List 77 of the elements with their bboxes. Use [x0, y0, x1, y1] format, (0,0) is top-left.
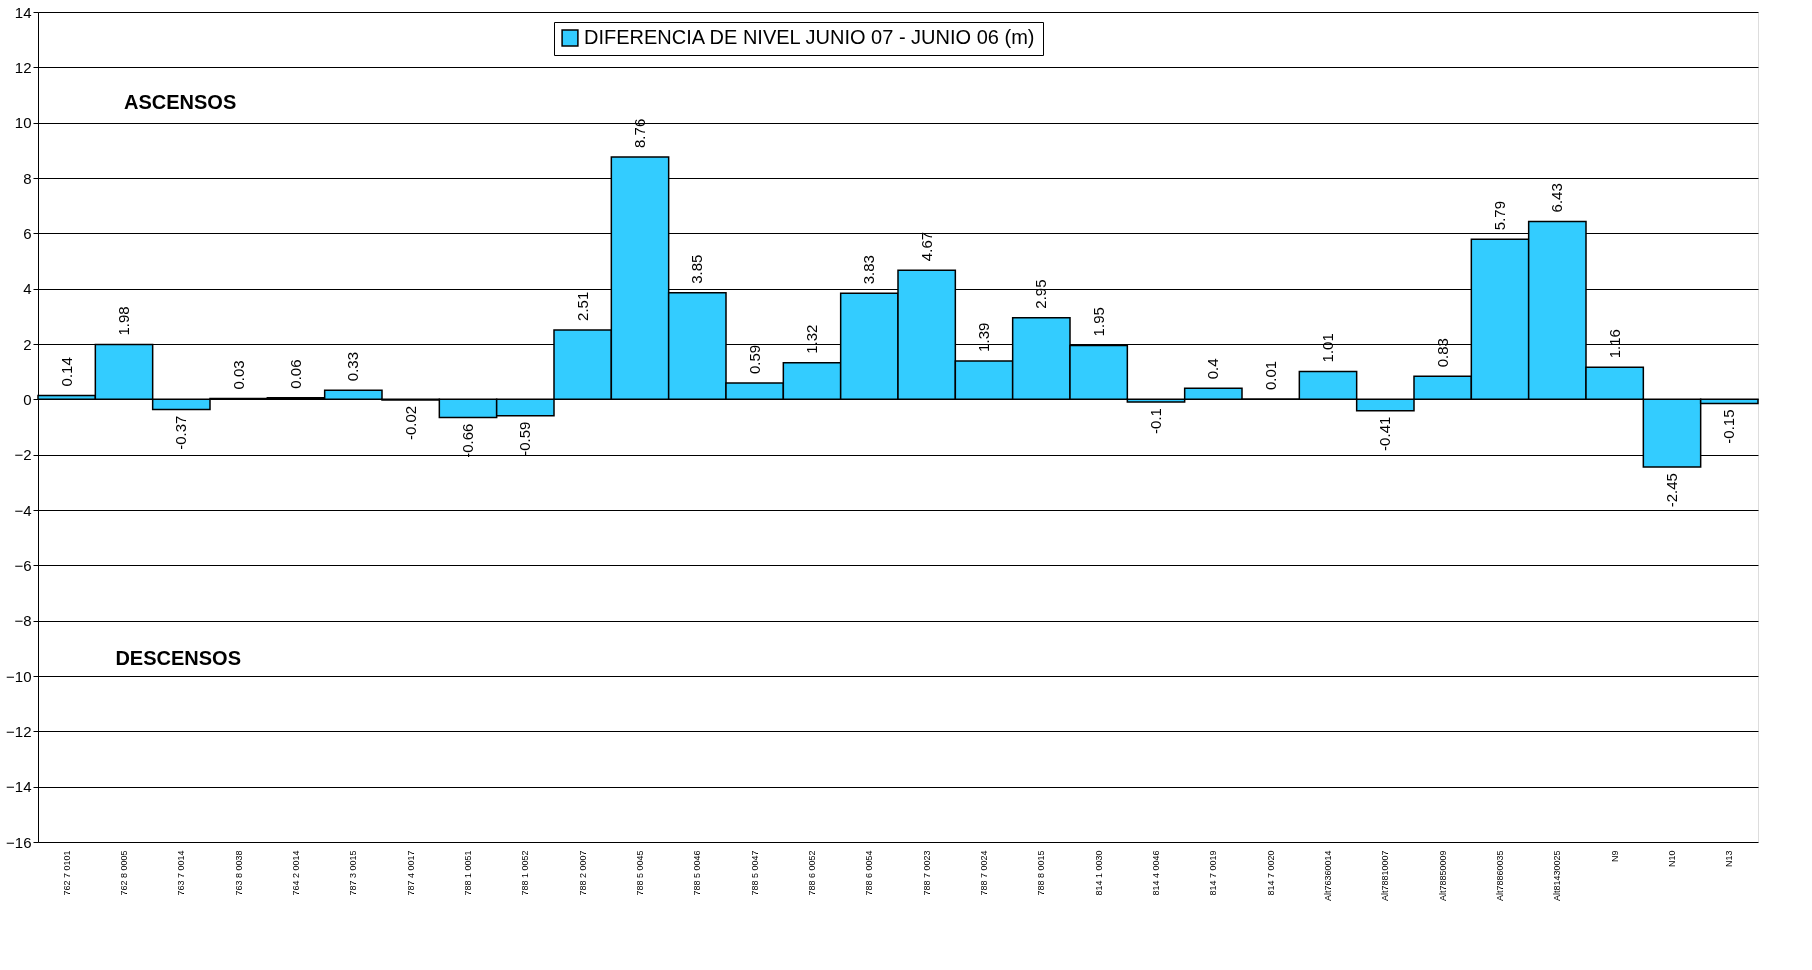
- y-tick-label: −4: [14, 501, 32, 519]
- data-label: -0.41: [1376, 416, 1394, 451]
- data-label: 0.06: [287, 359, 304, 389]
- data-label: -0.66: [459, 423, 476, 458]
- x-tick-label: 814 1 0030: [1093, 850, 1104, 896]
- data-label: -0.59: [516, 421, 534, 456]
- x-tick-label: 788 7 0023: [921, 850, 932, 896]
- data-label: -0.1: [1147, 408, 1164, 434]
- x-tick-label: 814 4 0046: [1151, 850, 1161, 896]
- data-label: 1.32: [803, 324, 820, 354]
- x-tick-label: Alt81430025: [1552, 850, 1563, 902]
- data-label: 1.98: [115, 306, 132, 336]
- y-tick-label: 4: [23, 280, 32, 298]
- annotation: ASCENSOS: [124, 91, 237, 114]
- x-tick-label: Alt78810007: [1380, 850, 1391, 902]
- x-tick-label: 787 4 0017: [405, 850, 416, 896]
- x-tick-label: N9: [1609, 850, 1620, 863]
- x-tick-label: N10: [1667, 850, 1677, 868]
- y-tick-label: −14: [6, 778, 32, 796]
- x-tick-label: 788 7 0024: [979, 850, 989, 896]
- y-tick-label: −10: [6, 667, 32, 685]
- data-label: -0.15: [1720, 409, 1738, 444]
- y-tick-label: 8: [23, 169, 32, 187]
- data-label: -2.45: [1663, 473, 1680, 508]
- x-tick-label: 788 5 0046: [692, 850, 703, 896]
- data-label: 2.51: [573, 291, 591, 321]
- y-tick-label: 6: [23, 224, 32, 242]
- x-tick-label: 763 8 0038: [233, 850, 244, 896]
- x-tick-label: 787 3 0015: [348, 850, 359, 896]
- legend-label: DIFERENCIA DE NIVEL JUNIO 07 - JUNIO 06 (m): [584, 26, 1035, 48]
- data-label: 3.85: [688, 254, 706, 284]
- x-tick-label: Alt76360014: [1323, 850, 1333, 902]
- data-label: 3.83: [860, 255, 878, 285]
- y-tick-label: 12: [14, 58, 32, 76]
- y-tick-label: −8: [14, 612, 32, 630]
- data-label: -0.02: [401, 405, 419, 441]
- data-label: 1.16: [1605, 329, 1623, 359]
- data-label: 6.43: [1548, 183, 1566, 213]
- x-tick-label: 788 6 0052: [807, 850, 817, 896]
- y-tick-label: 2: [23, 335, 32, 353]
- data-label: 0.4: [1204, 358, 1222, 380]
- y-tick-label: 10: [14, 114, 32, 132]
- x-tick-label: 788 2 0007: [577, 850, 588, 896]
- data-label: 5.79: [1491, 200, 1508, 231]
- data-label: 1.39: [975, 322, 992, 352]
- data-label: 4.67: [917, 231, 935, 262]
- data-label: 8.76: [631, 118, 648, 148]
- y-tick-label: −16: [6, 833, 32, 851]
- y-tick-label: 14: [14, 3, 32, 21]
- data-label: 1.95: [1089, 307, 1107, 337]
- x-tick-label: 788 1 0052: [520, 850, 531, 896]
- y-tick-label: −2: [14, 446, 32, 464]
- annotation: DESCENSOS: [115, 647, 241, 670]
- x-tick-label: 763 7 0014: [176, 850, 187, 896]
- x-tick-label: 788 6 0054: [864, 850, 875, 896]
- data-label: 0.59: [745, 344, 763, 375]
- data-label: 0.83: [1433, 338, 1451, 368]
- x-tick-label: 764 2 0014: [291, 850, 301, 896]
- x-tick-label: 814 7 0019: [1208, 850, 1219, 896]
- x-tick-label: 762 7 0101: [61, 850, 72, 896]
- x-tick-label: 788 8 0015: [1036, 850, 1047, 896]
- y-tick-label: −6: [14, 556, 32, 574]
- data-label: -0.37: [172, 415, 190, 450]
- x-tick-label: 788 1 0051: [463, 850, 473, 896]
- data-label: 0.14: [57, 357, 75, 387]
- data-label: 0.33: [344, 352, 362, 382]
- data-label: 0.03: [229, 360, 247, 390]
- data-label: 0.01: [1261, 360, 1279, 391]
- x-tick-label: 762 8 0005: [119, 850, 129, 896]
- x-tick-label: Alt78850009: [1437, 850, 1448, 902]
- x-tick-label: 814 7 0020: [1265, 850, 1276, 896]
- x-tick-label: 788 5 0047: [749, 850, 760, 896]
- x-tick-label: N13: [1724, 850, 1735, 868]
- y-tick-label: 0: [23, 390, 32, 408]
- y-tick-label: −12: [6, 722, 32, 740]
- x-tick-label: Alt78860035: [1495, 850, 1505, 902]
- x-tick-label: 788 5 0045: [635, 850, 645, 896]
